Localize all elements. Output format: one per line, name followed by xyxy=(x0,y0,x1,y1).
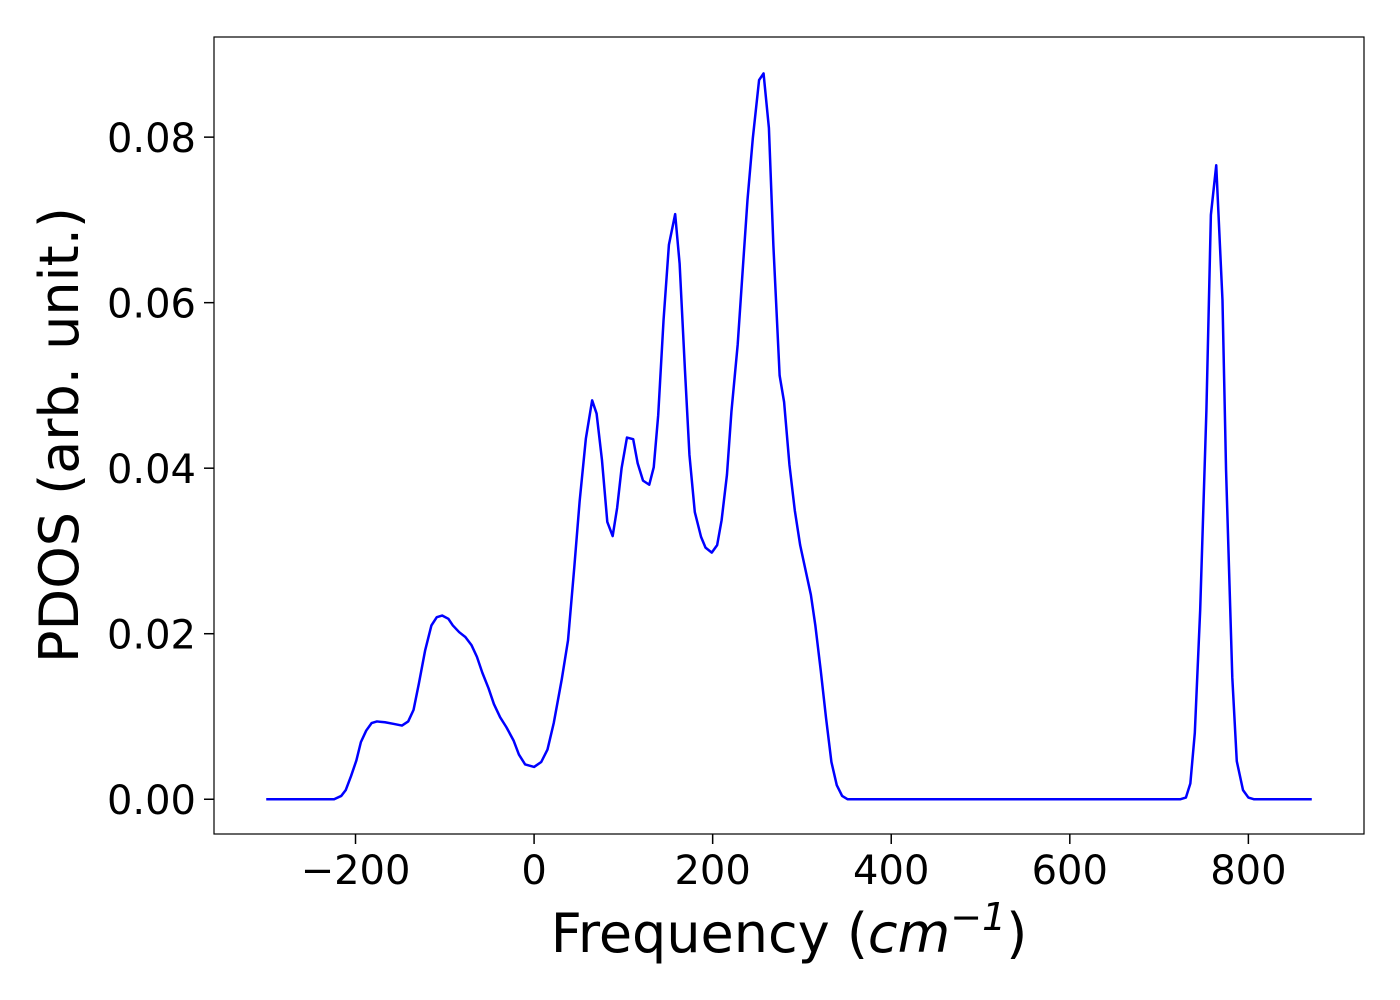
x-axis-label: Frequency (cm−1) xyxy=(551,895,1028,965)
y-tick-label: 0.00 xyxy=(107,778,196,824)
x-tick-label: 200 xyxy=(674,848,750,894)
x-tick-label: 400 xyxy=(853,848,929,894)
data-line xyxy=(266,72,1312,801)
x-label-exponent: −1 xyxy=(950,895,1006,939)
y-tick-label: 0.02 xyxy=(107,613,196,659)
y-tick-label: 0.08 xyxy=(107,116,196,162)
x-tick-label: 800 xyxy=(1210,848,1286,894)
x-tick-label: 0 xyxy=(521,848,546,894)
x-tick-label: −200 xyxy=(301,848,411,894)
x-tick-label: 600 xyxy=(1032,848,1108,894)
y-tick-label: 0.06 xyxy=(107,282,196,328)
x-label-close: ) xyxy=(1006,902,1027,965)
x-label-unit: cm xyxy=(868,902,950,965)
axes-frame xyxy=(213,36,1365,835)
y-tick-label: 0.04 xyxy=(107,447,196,493)
y-axis-label: PDOS (arb. unit.) xyxy=(28,207,91,663)
x-label-text: Frequency ( xyxy=(551,902,868,965)
